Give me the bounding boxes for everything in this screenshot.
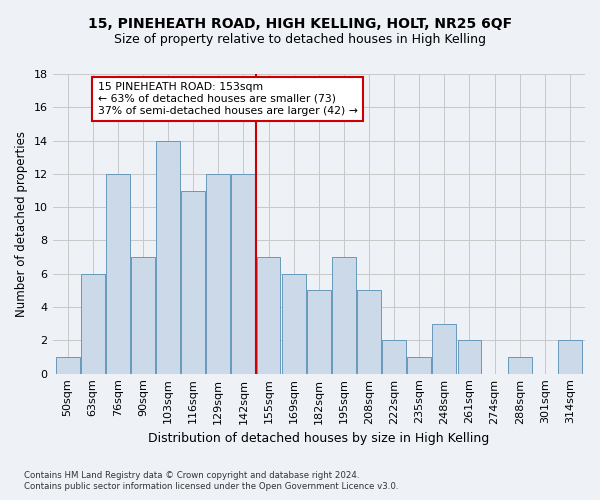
Bar xyxy=(257,257,280,374)
Bar xyxy=(181,190,205,374)
Text: 15, PINEHEATH ROAD, HIGH KELLING, HOLT, NR25 6QF: 15, PINEHEATH ROAD, HIGH KELLING, HOLT, … xyxy=(88,18,512,32)
Bar xyxy=(156,140,180,374)
Bar xyxy=(458,340,481,374)
Bar xyxy=(332,257,356,374)
Y-axis label: Number of detached properties: Number of detached properties xyxy=(15,131,28,317)
Bar xyxy=(558,340,582,374)
Bar xyxy=(282,274,305,374)
Bar xyxy=(508,357,532,374)
Bar xyxy=(307,290,331,374)
Bar xyxy=(56,357,80,374)
X-axis label: Distribution of detached houses by size in High Kelling: Distribution of detached houses by size … xyxy=(148,432,490,445)
Bar xyxy=(131,257,155,374)
Bar xyxy=(232,174,256,374)
Bar xyxy=(357,290,381,374)
Text: Contains HM Land Registry data © Crown copyright and database right 2024.: Contains HM Land Registry data © Crown c… xyxy=(24,471,359,480)
Bar xyxy=(81,274,104,374)
Bar xyxy=(106,174,130,374)
Text: Contains public sector information licensed under the Open Government Licence v3: Contains public sector information licen… xyxy=(24,482,398,491)
Text: 15 PINEHEATH ROAD: 153sqm
← 63% of detached houses are smaller (73)
37% of semi-: 15 PINEHEATH ROAD: 153sqm ← 63% of detac… xyxy=(98,82,358,116)
Bar xyxy=(382,340,406,374)
Bar xyxy=(433,324,456,374)
Bar xyxy=(407,357,431,374)
Text: Size of property relative to detached houses in High Kelling: Size of property relative to detached ho… xyxy=(114,32,486,46)
Bar xyxy=(206,174,230,374)
